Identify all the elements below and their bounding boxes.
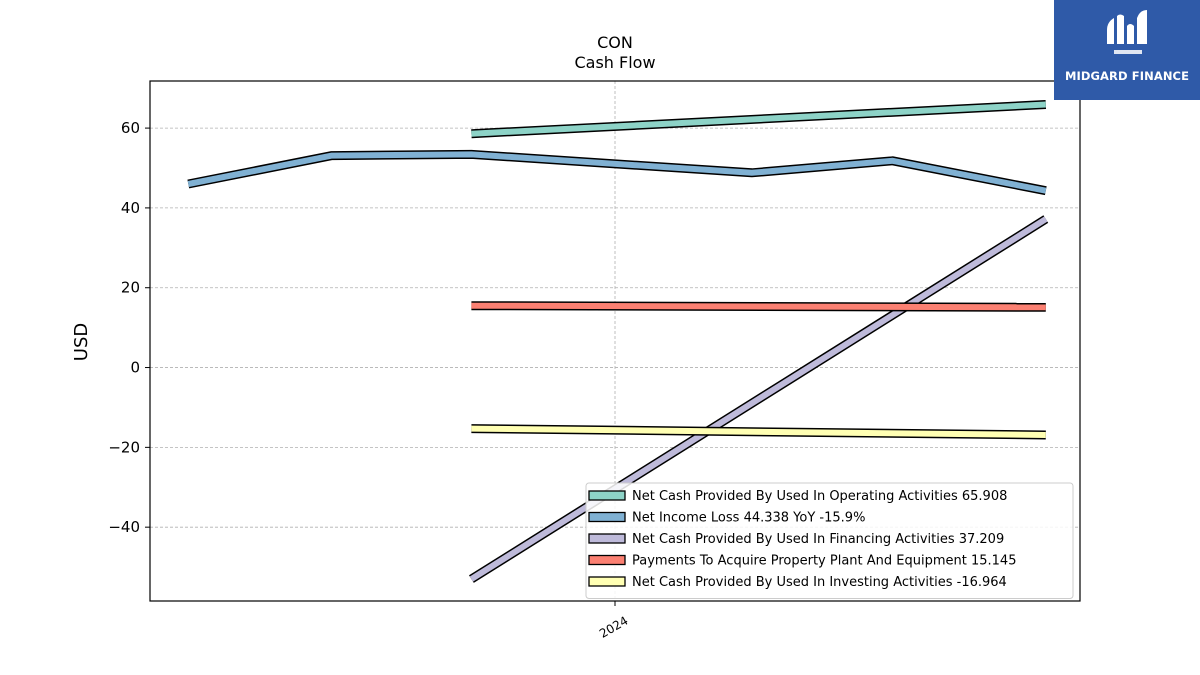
series-lines — [187, 100, 1049, 583]
series-line — [471, 101, 1046, 137]
series-line — [187, 151, 1047, 194]
chart-subtitle: Cash Flow — [574, 53, 655, 72]
y-tick-label: 20 — [121, 279, 140, 297]
y-tick-label: 0 — [130, 359, 140, 377]
legend-entry: Net Cash Provided By Used In Financing A… — [632, 532, 1004, 547]
brand-name: MIDGARD FINANCE — [1064, 69, 1190, 83]
brand-logo: MIDGARD FINANCE — [1054, 0, 1200, 100]
legend-box — [585, 482, 1074, 599]
legend-swatch — [588, 576, 626, 587]
chart-title: CON — [597, 33, 633, 52]
y-axis-label: USD — [71, 323, 92, 361]
series-line — [471, 302, 1046, 311]
legend-swatch — [588, 511, 626, 523]
y-tick-label: −40 — [108, 518, 140, 536]
legend-swatch — [588, 490, 626, 501]
legend-swatch — [588, 533, 626, 544]
series-line — [469, 216, 1048, 582]
axis-ticks: −40 −20 0 20 40 60 2024 — [108, 119, 630, 641]
legend-swatch — [588, 554, 626, 566]
legend-entry: Net Income Loss 44.338 YoY -15.9% — [632, 511, 865, 526]
legend-entry: Net Cash Provided By Used In Investing A… — [632, 575, 1007, 590]
legend: Net Cash Provided By Used In Operating A… — [585, 482, 1074, 599]
y-tick-label: −20 — [108, 438, 140, 456]
legend-entry: Payments To Acquire Property Plant And E… — [632, 554, 1016, 569]
y-tick-label: 40 — [121, 199, 140, 217]
legend-entry: Net Cash Provided By Used In Operating A… — [632, 489, 1007, 504]
stylized-m-icon — [1107, 10, 1147, 54]
series-line — [471, 425, 1046, 438]
y-tick-label: 60 — [121, 119, 140, 137]
x-tick-label: 2024 — [597, 613, 630, 640]
